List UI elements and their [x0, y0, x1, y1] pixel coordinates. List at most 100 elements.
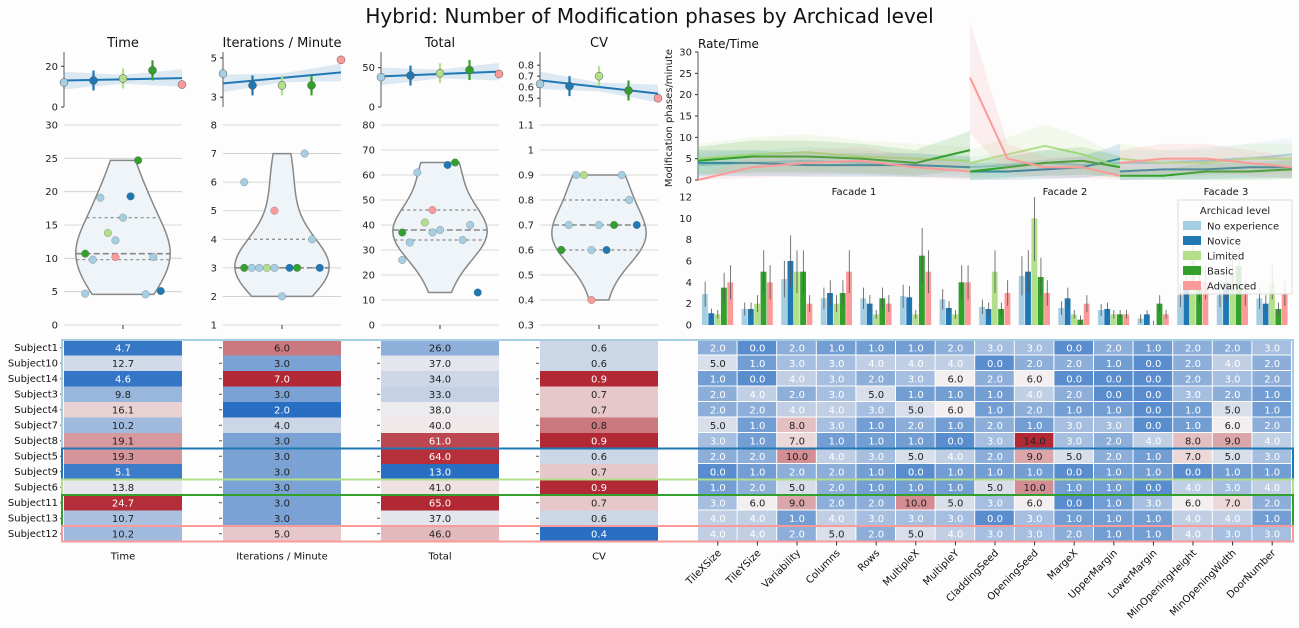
bar: [860, 298, 867, 325]
param-cell: [1212, 371, 1252, 386]
violin-point: [240, 263, 249, 272]
param-cell-value: 0.0: [1145, 359, 1161, 370]
heatmap-cell: [64, 371, 182, 387]
param-cell-value: 3.0: [1145, 499, 1161, 510]
param-cell-value: 2.0: [1066, 359, 1082, 370]
param-cell: [1173, 386, 1212, 401]
violin-shape: [75, 159, 171, 296]
param-cell-value: 0.0: [1066, 499, 1082, 510]
param-cell: [1212, 417, 1252, 432]
violin-point: [81, 249, 90, 258]
bar: [998, 309, 1005, 325]
violin-ytick-label: 3: [211, 263, 217, 274]
violin-point: [103, 229, 112, 237]
param-cell: [975, 417, 1014, 432]
violin-point: [610, 221, 619, 229]
param-cell-value: 10.0: [1023, 483, 1045, 494]
violin-ytick-label: 7: [211, 149, 217, 160]
heatmap-cell-value: 4.7: [115, 344, 131, 355]
reg-point: [494, 69, 504, 79]
heatmap-cell-value: 0.9: [591, 437, 607, 448]
heatmap-cell-value: 0.6: [591, 452, 607, 463]
bar: [793, 271, 800, 325]
param-cell: [1014, 371, 1054, 386]
param-cell: [698, 495, 737, 510]
param-cell-value: 3.0: [1225, 375, 1241, 386]
param-cell-value: 1.0: [908, 483, 924, 494]
param-cell: [698, 510, 737, 525]
legend-entry: Advanced: [1207, 282, 1256, 293]
param-cell: [1173, 433, 1212, 448]
param-cell-value: 2.0: [1027, 406, 1043, 417]
bar: [1123, 314, 1130, 325]
heatmap-cell-value: 10.2: [112, 421, 134, 432]
param-cell-value: 3.0: [710, 499, 726, 510]
heatmap-row-label: Subject6: [14, 483, 58, 494]
param-cell: [935, 479, 975, 494]
heatmap-cell: [381, 371, 499, 387]
bar: [1143, 314, 1150, 325]
rate-line: [698, 161, 971, 169]
param-cell: [1212, 464, 1252, 479]
param-cell: [975, 448, 1014, 463]
param-cell: [1094, 526, 1133, 541]
param-cell: [698, 340, 737, 355]
heatmap-cell: [381, 433, 499, 449]
param-cell: [975, 340, 1014, 355]
param-cell-value: 5.0: [908, 530, 924, 541]
heatmap-cell-value: 9.8: [115, 390, 131, 401]
figure-title: Hybrid: Number of Modification phases by…: [365, 4, 934, 28]
heatmap-cell-value: 46.0: [429, 530, 451, 541]
heatmap-cell: [64, 417, 182, 433]
param-cell: [1094, 510, 1133, 525]
param-cell-value: 6.0: [749, 499, 765, 510]
param-cell-value: 3.0: [1066, 437, 1082, 448]
heatmap-cell-value: 19.3: [112, 452, 134, 463]
param-cell-value: 4.0: [1027, 390, 1043, 401]
heatmap-row-label: Subject8: [14, 436, 58, 447]
reg-point: [59, 78, 69, 87]
param-cell-value: 2.0: [1185, 344, 1201, 355]
param-cell-value: 5.0: [710, 421, 726, 432]
param-cell: [1014, 479, 1054, 494]
param-cell-value: 1.0: [710, 483, 726, 494]
param-cell-value: 2.0: [1264, 421, 1280, 432]
param-cell-value: 2.0: [710, 344, 726, 355]
param-cell-value: 1.0: [947, 468, 963, 479]
param-cell-value: 1.0: [868, 421, 884, 432]
param-cell: [1173, 371, 1212, 386]
param-cell-value: 4.0: [829, 452, 845, 463]
param-col-label: MinOpeningHeight: [1126, 548, 1200, 622]
heatmap-cell-value: 3.0: [274, 437, 290, 448]
heatmap-cell: [223, 526, 341, 542]
param-cell-value: 3.0: [1264, 530, 1280, 541]
legend-swatch: [1183, 221, 1201, 230]
bar: [1229, 271, 1236, 325]
param-cell: [737, 371, 777, 386]
param-cell-value: 0.0: [1106, 390, 1122, 401]
param-cell: [1133, 386, 1173, 401]
param-cell: [1252, 402, 1291, 417]
param-cell: [1212, 340, 1252, 355]
bar: [720, 287, 727, 325]
heatmap-cell: [223, 340, 341, 356]
param-cell-value: 2.0: [789, 390, 805, 401]
param-cell: [896, 417, 935, 432]
violin-ytick-label: 70: [362, 146, 375, 157]
violin-ytick-label: 0.6: [518, 246, 534, 257]
param-cell-value: 4.0: [829, 514, 845, 525]
heatmap-row-label: Subject12: [8, 529, 58, 540]
violin-point: [625, 196, 634, 204]
reg-ytick-label: 50: [362, 63, 375, 74]
param-cell-value: 4.0: [829, 406, 845, 417]
param-cell-value: 2.0: [829, 483, 845, 494]
param-cell-value: 3.0: [868, 452, 884, 463]
reg-title-2: Total: [424, 36, 455, 51]
heatmap-cell: [540, 479, 658, 495]
violin-ytick-label: 80: [362, 121, 375, 132]
violin-ytick-label: 30: [45, 121, 58, 132]
param-cell-value: 0.0: [1145, 406, 1161, 417]
param-cell: [935, 448, 975, 463]
param-cell: [1054, 448, 1093, 463]
param-cell-value: 2.0: [749, 406, 765, 417]
